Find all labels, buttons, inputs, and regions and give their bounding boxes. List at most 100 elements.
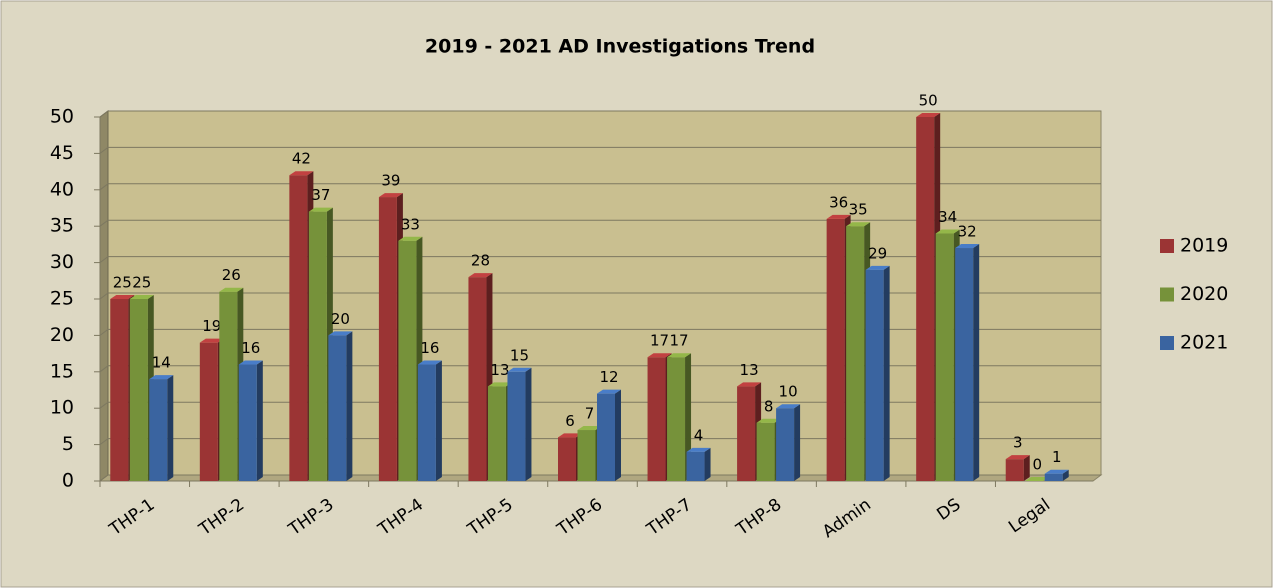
value-label: 25: [113, 274, 132, 292]
value-label: 25: [132, 274, 151, 292]
legend-swatch: [1160, 239, 1174, 253]
bar-top: [826, 214, 851, 219]
grid-line: [99, 183, 1101, 191]
bar: [468, 277, 487, 481]
value-label: 20: [331, 310, 350, 328]
value-label: 34: [938, 208, 957, 226]
bar-top: [110, 295, 135, 299]
value-label: 17: [650, 332, 669, 350]
legend-label: 2019: [1180, 235, 1228, 257]
bar: [1005, 459, 1024, 481]
bar: [487, 386, 506, 481]
bar-side: [256, 360, 263, 481]
legend-label: 2020: [1180, 283, 1228, 305]
bar-top: [577, 426, 602, 431]
bar-top: [129, 295, 154, 299]
bar-side: [794, 404, 801, 481]
bar: [238, 364, 257, 481]
value-label: 6: [565, 412, 575, 430]
bar-side: [525, 367, 532, 481]
y-tick-label: 45: [50, 142, 74, 164]
value-label: 39: [381, 172, 400, 190]
bar-side: [346, 331, 353, 481]
bar-top: [756, 418, 781, 423]
value-label: 50: [919, 92, 938, 110]
bar-side: [704, 447, 711, 481]
y-tick-label: 0: [62, 470, 74, 492]
bar-top: [776, 404, 801, 409]
bar: [826, 218, 845, 482]
bar-top: [238, 360, 263, 365]
grid-line: [99, 328, 1101, 336]
bar-top: [846, 222, 871, 227]
bar: [916, 117, 935, 481]
value-label: 16: [241, 339, 260, 357]
bar-top: [647, 353, 672, 358]
bar-side: [615, 389, 621, 481]
bar-top: [417, 360, 442, 365]
value-label: 19: [202, 317, 221, 335]
bar-top: [667, 353, 692, 358]
bar: [398, 240, 417, 481]
bar-side: [883, 265, 890, 481]
y-tick-label: 40: [50, 178, 74, 200]
bar-top: [686, 447, 711, 452]
grid-line: [99, 219, 1101, 227]
value-label: 32: [958, 223, 977, 241]
bar-top: [916, 113, 941, 117]
bar-top: [149, 375, 174, 380]
value-label: 13: [490, 361, 509, 379]
value-label: 3: [1013, 434, 1023, 452]
grid-line: [99, 146, 1101, 154]
value-label: 28: [471, 252, 490, 270]
bar-top: [935, 229, 960, 234]
value-label: 10: [779, 383, 798, 401]
bar: [507, 371, 526, 481]
value-label: 8: [764, 397, 774, 415]
bar: [756, 422, 775, 481]
bar-side: [435, 360, 442, 481]
bar: [935, 233, 954, 481]
value-label: 35: [849, 201, 868, 219]
y-tick-label: 10: [50, 397, 74, 419]
legend-swatch: [1160, 287, 1174, 302]
bar: [686, 451, 705, 481]
y-tick-label: 30: [50, 251, 74, 273]
bar: [328, 335, 347, 481]
bar: [417, 364, 436, 481]
legend-swatch: [1160, 336, 1174, 350]
value-label: 1: [1052, 448, 1062, 466]
bar-top: [308, 207, 333, 212]
bar: [129, 299, 148, 481]
bar: [149, 379, 168, 481]
bar-top: [328, 331, 353, 336]
y-tick-label: 15: [50, 360, 74, 382]
bar-top: [398, 236, 423, 241]
bar-top: [289, 171, 314, 176]
bar: [846, 226, 865, 481]
value-label: 14: [152, 354, 171, 372]
y-tick-label: 5: [62, 433, 74, 455]
bar: [199, 342, 218, 481]
value-label: 29: [868, 244, 887, 262]
bar-top: [507, 367, 532, 372]
bar-top: [1025, 477, 1050, 481]
value-label: 0: [1032, 456, 1042, 474]
value-label: 13: [740, 361, 759, 379]
bar: [219, 291, 238, 481]
value-label: 4: [694, 426, 704, 444]
bar-side: [167, 375, 174, 481]
bar-top: [737, 382, 762, 387]
value-label: 36: [829, 193, 848, 211]
grid-line: [99, 256, 1101, 264]
bar-top: [865, 265, 890, 270]
bar-side: [1023, 455, 1030, 481]
grid-line: [99, 292, 1101, 300]
bar-top: [199, 338, 224, 343]
bar-top: [1005, 455, 1030, 460]
bar-side: [685, 353, 692, 481]
grid-line: [99, 401, 1101, 409]
bar: [955, 248, 974, 481]
bar: [865, 269, 884, 481]
